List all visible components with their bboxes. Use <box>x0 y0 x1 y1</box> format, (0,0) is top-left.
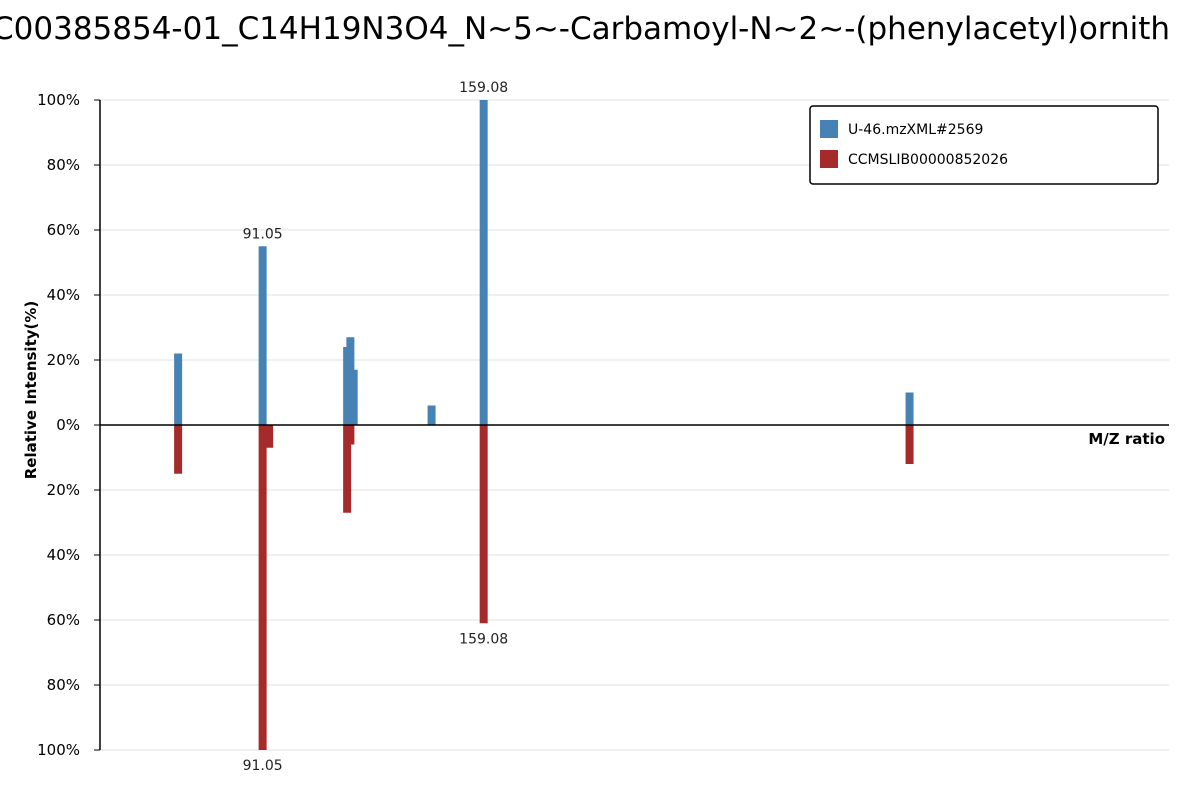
query-peak-bar <box>258 246 267 425</box>
y-tick-label: 60% <box>47 221 80 239</box>
query-peak-bar <box>349 369 358 425</box>
y-tick-label: 0% <box>56 416 80 434</box>
library-peak-bar <box>174 425 183 474</box>
y-tick-label: 60% <box>47 611 80 629</box>
y-tick-label: 80% <box>47 156 80 174</box>
legend-label: U-46.mzXML#2569 <box>848 122 983 138</box>
library-peak-bar <box>905 425 914 464</box>
query-peak-bar <box>174 353 183 425</box>
legend-label: CCMSLIB00000852026 <box>848 152 1008 168</box>
y-tick-label: 40% <box>47 546 80 564</box>
peak-label: 159.08 <box>459 80 508 96</box>
y-tick-label: 20% <box>47 351 80 369</box>
chart-title: C00385854-01_C14H19N3O4_N~5~-Carbamoyl-N… <box>0 11 1171 47</box>
peak-label: 91.05 <box>243 758 283 774</box>
peak-labels: 91.05 159.08 91.05 159.08 <box>243 80 509 774</box>
peak-bars <box>174 100 914 750</box>
legend-swatch <box>820 120 838 138</box>
legend-swatch <box>820 150 838 168</box>
query-peak-bar <box>479 100 488 425</box>
x-axis-label: M/Z ratio <box>1088 430 1165 448</box>
library-peak-bar <box>343 425 352 513</box>
query-peak-bar <box>427 405 436 425</box>
legend-box <box>809 105 1159 185</box>
axes: 100% 80% 60% 40% 20% 0% 20% 40% 60% 80% 100% M/Z ra… <box>22 91 1169 759</box>
y-tick-label: 100% <box>37 91 80 109</box>
grid-lines <box>100 99 1169 751</box>
peak-label: 159.08 <box>459 631 508 647</box>
y-tick-label: 100% <box>37 741 80 759</box>
y-axis-label: Relative Intensity(%) <box>22 301 40 480</box>
legend: U-46.mzXML#2569 CCMSLIB00000852026 <box>809 105 1159 185</box>
peak-label: 91.05 <box>243 226 283 242</box>
library-peak-bar <box>346 425 355 445</box>
y-tick-label: 20% <box>47 481 80 499</box>
library-peak-bar <box>479 425 488 624</box>
query-peak-bar <box>905 392 914 425</box>
library-peak-bar <box>258 425 267 750</box>
y-tick-label: 80% <box>47 676 80 694</box>
library-peak-bar <box>265 425 274 448</box>
y-tick-label: 40% <box>47 286 80 304</box>
